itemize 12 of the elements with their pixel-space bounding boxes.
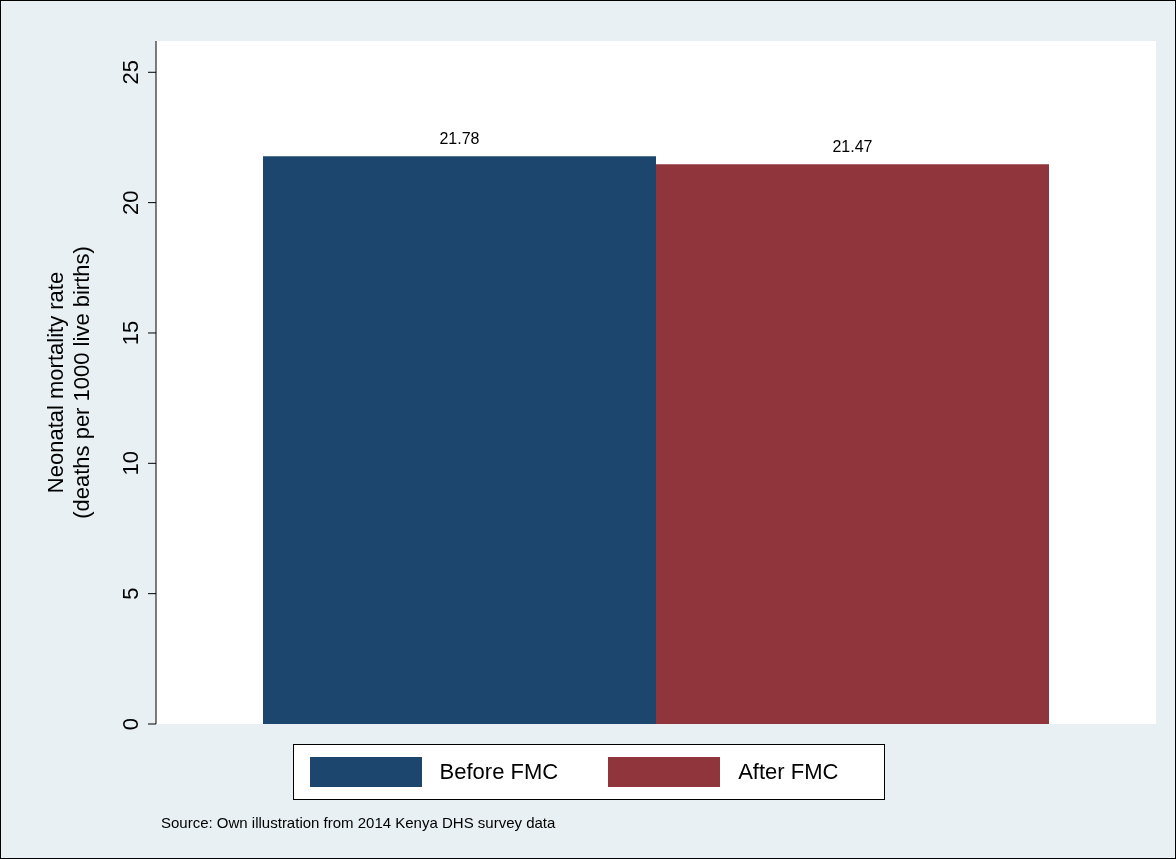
y-tick-label: 25 <box>118 60 143 85</box>
data-label: 21.47 <box>832 138 873 156</box>
data-label: 21.78 <box>439 130 480 148</box>
y-tick-label: 10 <box>118 451 143 476</box>
y-tick-label: 15 <box>118 320 143 346</box>
source-note: Source: Own illustration from 2014 Kenya DHS survey data <box>161 814 556 831</box>
series-label: Before FMC <box>439 759 559 785</box>
y-tick-label: 0 <box>118 717 143 731</box>
series-label: After FMC <box>738 759 839 785</box>
y-axis-title: Neonatal mortality rate (deaths per 1000 live births) <box>43 246 94 519</box>
y-tick-label: 20 <box>118 190 143 215</box>
y-tick-label: 5 <box>118 587 143 600</box>
